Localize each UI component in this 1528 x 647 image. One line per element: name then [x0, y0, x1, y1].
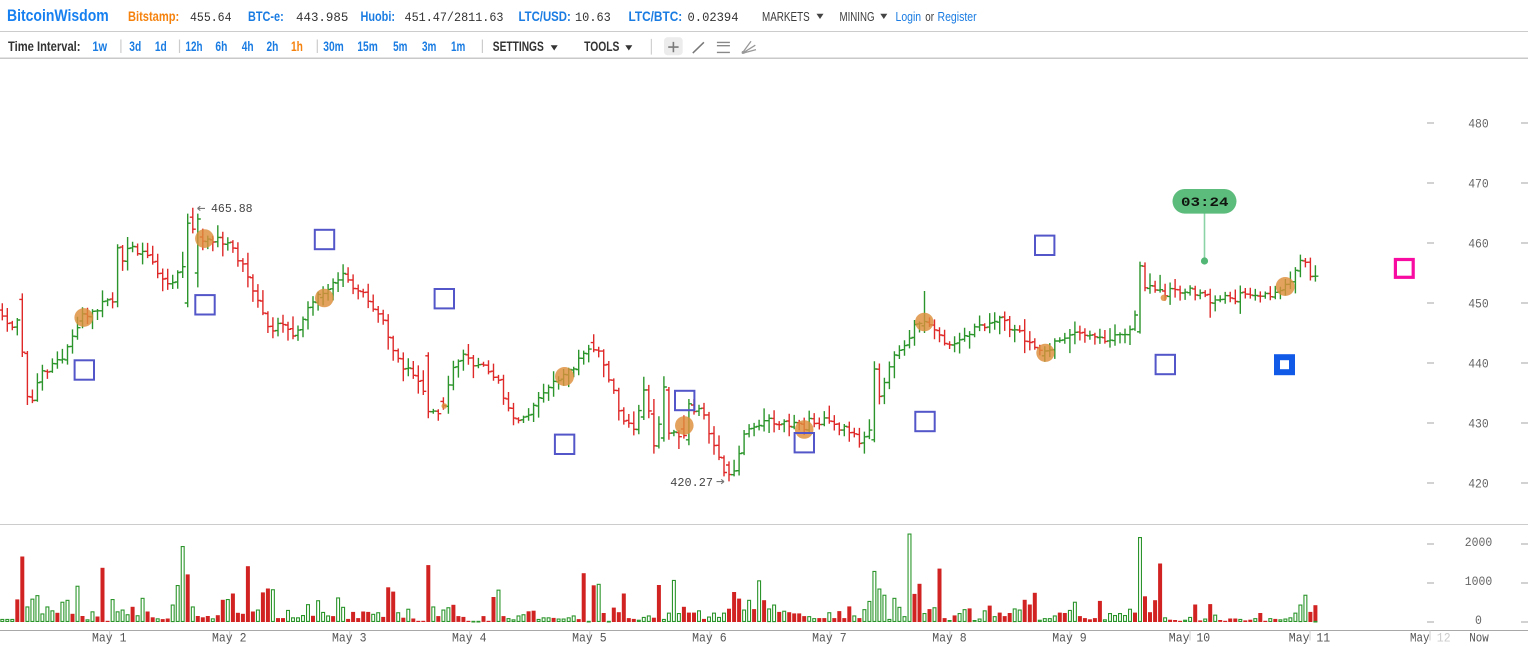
svg-text:451.47/2811.63: 451.47/2811.63: [405, 10, 504, 25]
svg-text:May 4: May 4: [452, 631, 487, 646]
svg-text:May 7: May 7: [812, 631, 847, 646]
svg-text:Login: Login: [896, 9, 922, 24]
svg-text:443.985: 443.985: [296, 10, 348, 25]
svg-text:420: 420: [1468, 477, 1489, 492]
svg-text:470: 470: [1468, 177, 1489, 192]
svg-text:1w: 1w: [92, 39, 107, 54]
svg-text:Bitstamp:: Bitstamp:: [128, 9, 179, 24]
svg-text:440: 440: [1468, 357, 1489, 372]
svg-text:SETTINGS: SETTINGS: [493, 38, 544, 54]
svg-text:LTC/USD:: LTC/USD:: [519, 9, 571, 24]
svg-text:1000: 1000: [1465, 574, 1493, 589]
svg-text:420.27: 420.27: [670, 476, 713, 490]
svg-text:430: 430: [1468, 417, 1489, 432]
svg-text:0.02394: 0.02394: [688, 10, 739, 25]
svg-text:3m: 3m: [422, 39, 436, 54]
svg-text:Huobi:: Huobi:: [361, 9, 396, 24]
svg-text:MARKETS: MARKETS: [762, 9, 810, 24]
svg-text:MINING: MINING: [840, 9, 875, 24]
svg-text:465.88: 465.88: [211, 202, 253, 216]
svg-text:0: 0: [1475, 613, 1482, 628]
svg-text:5m: 5m: [393, 39, 407, 54]
svg-text:May 8: May 8: [932, 631, 967, 646]
svg-text:10.63: 10.63: [575, 10, 611, 25]
svg-text:TOOLS: TOOLS: [584, 38, 619, 54]
svg-text:30m: 30m: [323, 39, 344, 54]
svg-text:BitcoinWisdom: BitcoinWisdom: [7, 7, 109, 25]
svg-text:or: or: [925, 9, 934, 24]
svg-text:May 1: May 1: [92, 631, 127, 646]
svg-text:BTC-e:: BTC-e:: [248, 9, 284, 24]
svg-text:2000: 2000: [1465, 535, 1493, 550]
svg-text:15m: 15m: [357, 39, 377, 54]
svg-text:May 9: May 9: [1052, 631, 1087, 646]
svg-text:12: 12: [1437, 631, 1451, 646]
svg-text:455.64: 455.64: [190, 10, 232, 25]
svg-text:450: 450: [1468, 297, 1489, 312]
svg-text:May 11: May 11: [1289, 631, 1331, 646]
svg-text:3d: 3d: [129, 39, 141, 54]
svg-text:12h: 12h: [186, 39, 203, 54]
svg-text:2h: 2h: [267, 39, 279, 54]
svg-text:May: May: [1410, 631, 1430, 646]
svg-text:460: 460: [1468, 237, 1489, 252]
svg-text:May 2: May 2: [212, 631, 247, 646]
svg-text:1m: 1m: [451, 39, 465, 54]
svg-text:May 3: May 3: [332, 631, 367, 646]
svg-text:LTC/BTC:: LTC/BTC:: [629, 9, 683, 24]
svg-text:480: 480: [1468, 117, 1489, 132]
svg-text:Now: Now: [1469, 631, 1489, 646]
svg-text:Time Interval:: Time Interval:: [8, 38, 81, 54]
svg-text:May 10: May 10: [1169, 631, 1210, 646]
svg-text:1d: 1d: [155, 39, 167, 54]
svg-text:May 6: May 6: [692, 631, 727, 646]
svg-text:6h: 6h: [215, 39, 227, 54]
svg-text:Register: Register: [938, 9, 978, 24]
svg-text:4h: 4h: [242, 39, 254, 54]
svg-text:03:24: 03:24: [1181, 195, 1229, 210]
svg-text:May 5: May 5: [572, 631, 607, 646]
svg-text:1h: 1h: [291, 39, 303, 54]
